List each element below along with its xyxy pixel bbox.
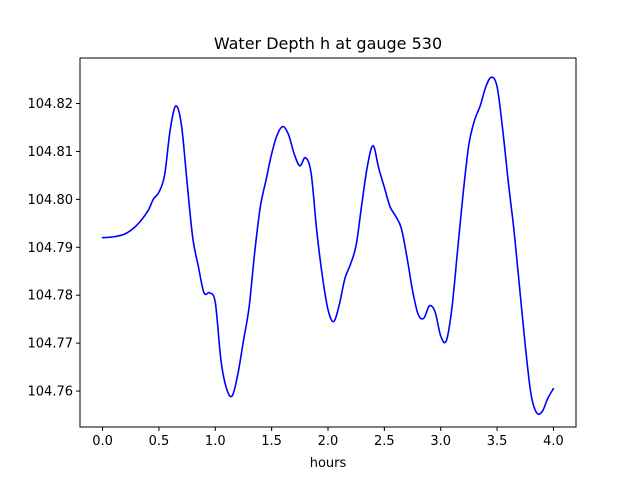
y-tick-label: 104.78 xyxy=(28,289,74,304)
x-tick-label: 0.0 xyxy=(92,434,113,449)
x-tick-label: 1.5 xyxy=(261,434,282,449)
y-tick-label: 104.79 xyxy=(28,241,74,256)
chart-title: Water Depth h at gauge 530 xyxy=(214,34,442,53)
y-tick-label: 104.80 xyxy=(28,193,74,208)
x-tick-label: 1.0 xyxy=(205,434,226,449)
x-tick-label: 2.5 xyxy=(374,434,395,449)
x-tick-label: 0.5 xyxy=(149,434,170,449)
y-tick-label: 104.77 xyxy=(28,337,74,352)
x-axis-label: hours xyxy=(310,456,347,471)
x-tick-label: 4.0 xyxy=(543,434,564,449)
plot-area: 0.0 0.5 1.0 1.5 2.0 2.5 3.0 3.5 4.0 104.76 104.77 1… xyxy=(28,57,577,449)
y-tick-label: 104.81 xyxy=(28,145,74,160)
x-tick-label: 3.0 xyxy=(430,434,451,449)
y-tick-label: 104.82 xyxy=(28,97,74,112)
x-tick-label: 3.5 xyxy=(487,434,508,449)
series-line-0 xyxy=(101,76,555,416)
y-tick-label: 104.76 xyxy=(28,385,74,400)
x-tick-label: 2.0 xyxy=(318,434,339,449)
